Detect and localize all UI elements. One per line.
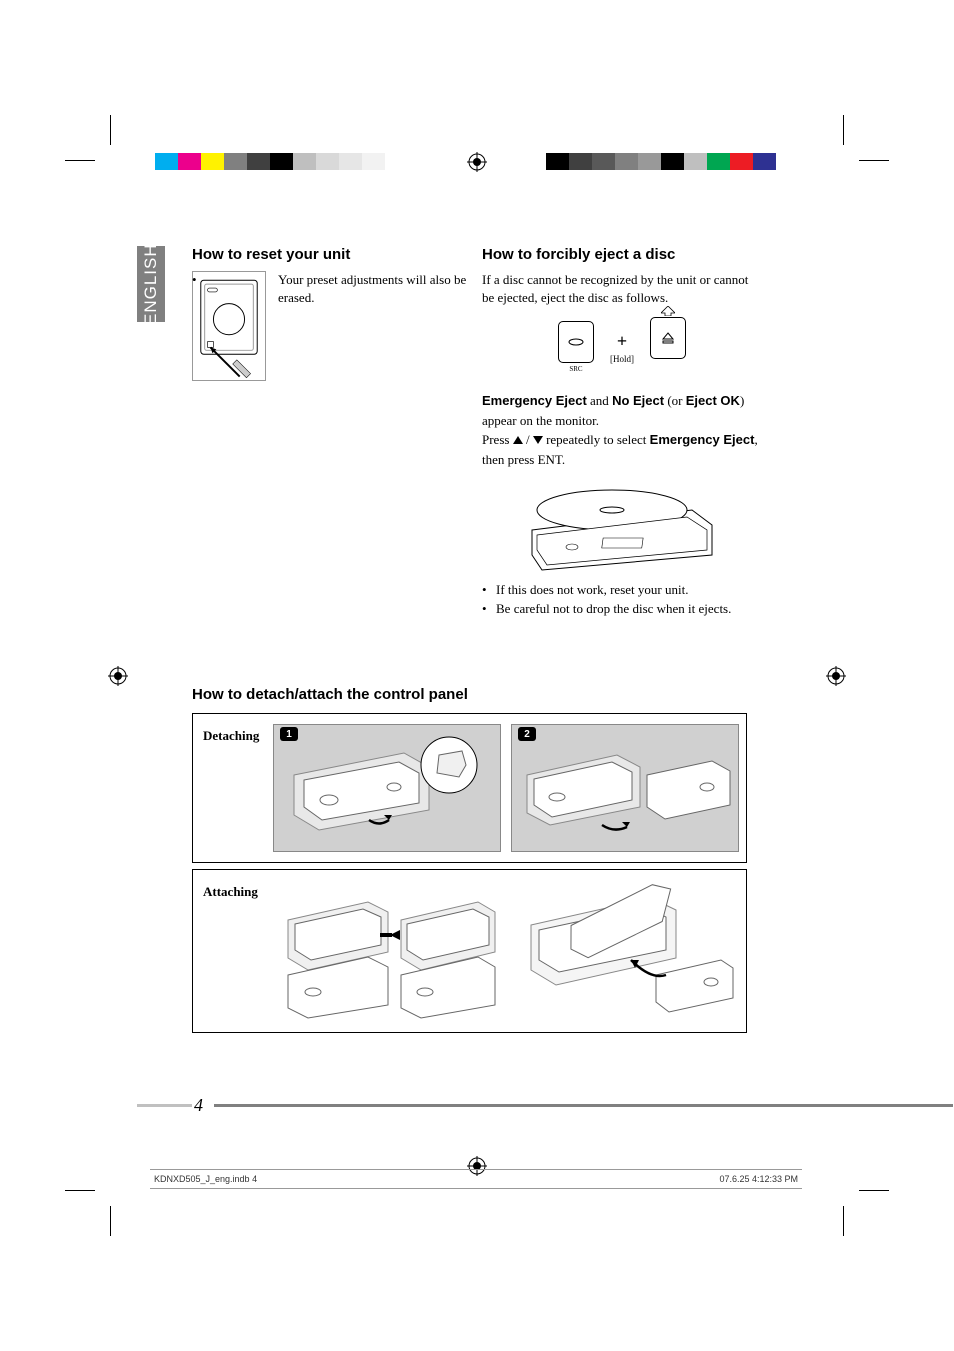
triangle-down-icon bbox=[533, 436, 543, 444]
color-bar-right bbox=[546, 153, 799, 170]
language-tab: ENGLISH bbox=[137, 246, 165, 322]
detaching-label: Detaching bbox=[193, 724, 273, 744]
bold-no-eject: No Eject bbox=[612, 393, 664, 408]
eject-button-icon bbox=[650, 317, 686, 359]
disc-eject-illustration bbox=[512, 475, 732, 575]
triangle-up-icon bbox=[513, 436, 523, 444]
registration-mark-icon bbox=[467, 152, 487, 172]
detach-box: Detaching 1 bbox=[192, 713, 747, 863]
imposition-footer: KDNXD505_J_eng.indb 4 07.6.25 4:12:33 PM bbox=[150, 1169, 804, 1189]
footer-rule-long bbox=[214, 1104, 953, 1107]
eject-bullets: If this does not work, reset your unit. … bbox=[482, 581, 762, 617]
eject-bullet-1: If this does not work, reset your unit. bbox=[482, 581, 762, 599]
source-button-icon bbox=[558, 321, 594, 363]
attach-box: Attaching bbox=[192, 869, 747, 1033]
detach-step-2-illustration: 2 bbox=[511, 724, 739, 852]
section-detach: How to detach/attach the control panel D… bbox=[137, 686, 817, 1033]
reset-bullets: Your preset adjustments will also be era… bbox=[192, 271, 472, 307]
column-right: How to forcibly eject a disc If a disc c… bbox=[482, 246, 762, 618]
footer-timestamp: 07.6.25 4:12:33 PM bbox=[719, 1174, 798, 1184]
column-left: How to reset your unit Your preset adjus… bbox=[192, 246, 472, 381]
color-bar-left bbox=[155, 153, 408, 170]
hold-label: [Hold] bbox=[610, 354, 634, 364]
attaching-row: Attaching bbox=[193, 880, 746, 1022]
bold-eject-ok: Eject OK bbox=[686, 393, 740, 408]
reset-bullet-1: Your preset adjustments will also be era… bbox=[192, 271, 472, 307]
button-sublabel: SRC bbox=[558, 365, 594, 373]
button-combo: SRC + [Hold] bbox=[482, 317, 762, 377]
eject-bullet-2: Be careful not to drop the disc when it … bbox=[482, 600, 762, 618]
bold-emergency-eject: Emergency Eject bbox=[482, 393, 587, 408]
step-badge-2: 2 bbox=[518, 727, 536, 741]
detaching-row: Detaching 1 bbox=[193, 724, 746, 852]
footer-rule-short bbox=[137, 1104, 192, 1107]
heading-eject: How to forcibly eject a disc bbox=[482, 246, 762, 263]
footer-filename: KDNXD505_J_eng.indb 4 bbox=[154, 1174, 257, 1184]
bold-emergency-eject-2: Emergency Eject bbox=[650, 432, 755, 447]
eject-intro: If a disc cannot be recognized by the un… bbox=[482, 271, 762, 307]
registration-mark-icon bbox=[108, 666, 128, 686]
detach-step-1-illustration: 1 bbox=[273, 724, 501, 852]
arrow-up-icon bbox=[661, 306, 675, 316]
attach-step-2-illustration bbox=[511, 880, 739, 1022]
plus-icon: + bbox=[610, 331, 634, 352]
page-number: 4 bbox=[194, 1095, 203, 1116]
page-content: ENGLISH How to reset your unit Your pres… bbox=[137, 246, 817, 1039]
heading-reset: How to reset your unit bbox=[192, 246, 472, 263]
registration-mark-icon bbox=[826, 666, 846, 686]
heading-detach: How to detach/attach the control panel bbox=[192, 686, 817, 703]
emergency-text-1: Emergency Eject and No Eject (or Eject O… bbox=[482, 391, 762, 430]
attaching-label: Attaching bbox=[193, 880, 273, 900]
attach-step-1-illustration bbox=[273, 880, 501, 1022]
step-badge-1: 1 bbox=[280, 727, 298, 741]
emergency-text-2: Press / repeatedly to select Emergency E… bbox=[482, 430, 762, 469]
